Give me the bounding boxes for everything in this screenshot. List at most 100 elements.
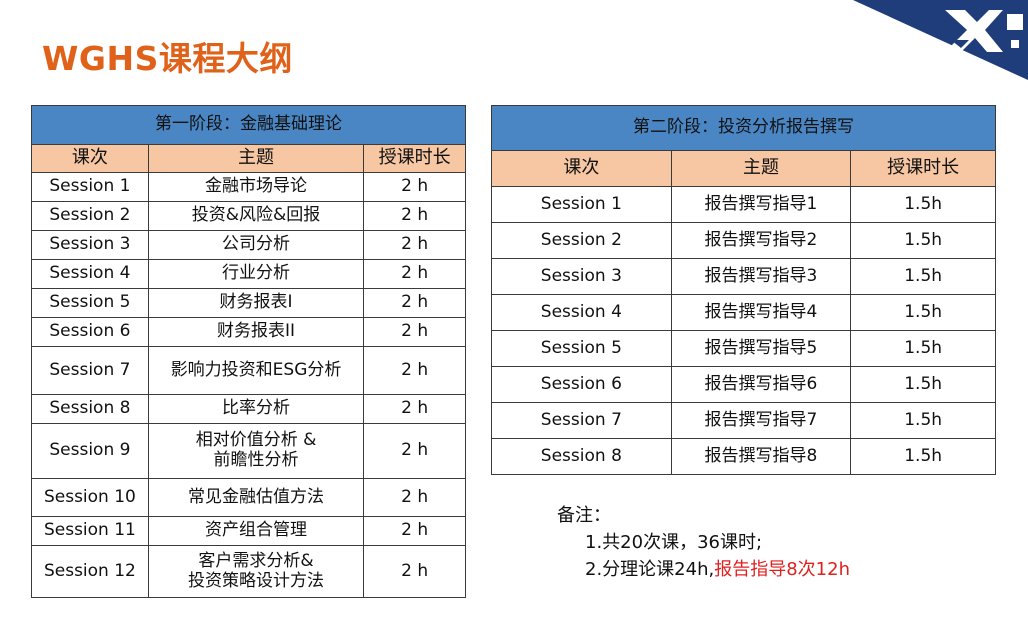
session-cell: Session 1 — [31, 172, 149, 202]
topic-line: 前瞻性分析 — [213, 450, 299, 470]
session-cell: Session 7 — [31, 346, 149, 395]
duration-cell: 2 h — [363, 259, 466, 289]
table-row: Session 7 影响力投资和ESG分析 2 h — [31, 346, 466, 395]
duration-cell: 1.5h — [850, 330, 996, 367]
topic-cell: 报告撰写指导4 — [670, 294, 852, 331]
notes-line-2: 2.分理论课24h,报告指导8次12h — [557, 556, 850, 583]
topic-cell: 财务报表II — [147, 317, 365, 347]
topic-cell: 比率分析 — [147, 394, 365, 424]
table-row: Session 5 报告撰写指导5 1.5h — [491, 330, 996, 367]
table-row: Session 8 比率分析 2 h — [31, 394, 466, 424]
table-row: Session 6 财务报表II 2 h — [31, 317, 466, 347]
table-row: Session 11 资产组合管理 2 h — [31, 516, 466, 546]
duration-cell: 2 h — [363, 230, 466, 260]
duration-cell: 1.5h — [850, 186, 996, 223]
duration-cell: 2 h — [363, 516, 466, 546]
duration-cell: 2 h — [363, 423, 466, 479]
topic-cell: 报告撰写指导5 — [670, 330, 852, 367]
duration-cell: 2 h — [363, 288, 466, 318]
duration-cell: 1.5h — [850, 402, 996, 439]
notes-line-2-highlight: 报告指导8次12h — [714, 559, 850, 580]
topic-cell: 报告撰写指导7 — [670, 402, 852, 439]
topic-line: 投资策略设计方法 — [188, 570, 325, 591]
column-header-duration: 授课时长 — [363, 144, 466, 173]
topic-cell: 资产组合管理 — [147, 516, 365, 546]
table-row: Session 6 报告撰写指导6 1.5h — [491, 366, 996, 403]
topic-line: 金融市场导论 — [205, 176, 308, 197]
topic-cell: 报告撰写指导8 — [670, 438, 852, 475]
table-row: Session 2 报告撰写指导2 1.5h — [491, 222, 996, 259]
session-cell: Session 3 — [31, 230, 149, 260]
topic-cell: 公司分析 — [147, 230, 365, 260]
notes-line-1: 1.共20次课，36课时; — [585, 532, 763, 553]
session-cell: Session 6 — [491, 366, 672, 403]
column-header-topic: 主题 — [147, 144, 365, 173]
topic-cell: 财务报表I — [147, 288, 365, 318]
session-cell: Session 2 — [31, 201, 149, 231]
brand-x-logo — [945, 10, 1023, 52]
column-header-duration: 授课时长 — [850, 150, 996, 187]
duration-cell: 1.5h — [850, 294, 996, 331]
session-cell: Session 12 — [31, 545, 149, 598]
topic-cell: 报告撰写指导3 — [670, 258, 852, 295]
table-row: Session 4 行业分析 2 h — [31, 259, 466, 289]
page-title: WGHS课程大纲 — [42, 39, 293, 78]
stage1-table: 第一阶段：金融基础理论 课次 主题 授课时长 Session 1 金融市场导论 2 … — [31, 105, 466, 598]
session-cell: Session 5 — [31, 288, 149, 318]
topic-cell: 金融市场导论 — [147, 172, 365, 202]
notes-label: 备注： — [557, 505, 611, 526]
topic-cell: 行业分析 — [147, 259, 365, 289]
topic-line: 行业分析 — [222, 263, 291, 284]
stage2-heading: 第二阶段：投资分析报告撰写 — [491, 105, 996, 151]
topic-line: 相对价值分析 & — [195, 430, 317, 451]
table-row: Session 4 报告撰写指导4 1.5h — [491, 294, 996, 331]
notes-line-2-text: 2.分理论课24h, — [585, 559, 715, 580]
session-cell: Session 7 — [491, 402, 672, 439]
duration-cell: 2 h — [363, 478, 466, 517]
table-row: Session 5 财务报表I 2 h — [31, 288, 466, 318]
notes-block: 备注： 1.共20次课，36课时; 2.分理论课24h,报告指导8次12h — [557, 502, 850, 583]
topic-line: 比率分析 — [222, 398, 291, 419]
topic-cell: 影响力投资和ESG分析 — [147, 346, 365, 395]
table-row: Session 10 常见金融估值方法 2 h — [31, 478, 466, 517]
duration-cell: 1.5h — [850, 366, 996, 403]
column-header-session: 课次 — [31, 144, 149, 173]
topic-cell: 报告撰写指导1 — [670, 186, 852, 223]
table-row: Session 2 投资&风险&回报 2 h — [31, 201, 466, 231]
duration-cell: 1.5h — [850, 438, 996, 475]
session-cell: Session 11 — [31, 516, 149, 546]
table-row: Session 3 报告撰写指导3 1.5h — [491, 258, 996, 295]
topic-line: 财务报表I — [219, 292, 293, 313]
table-row: Session 9 相对价值分析 & 前瞻性分析 2 h — [31, 423, 466, 479]
duration-cell: 2 h — [363, 172, 466, 202]
session-cell: Session 2 — [491, 222, 672, 259]
session-cell: Session 9 — [31, 423, 149, 479]
topic-line: 常见金融估值方法 — [188, 486, 325, 507]
session-cell: Session 8 — [31, 394, 149, 424]
topic-line: 影响力投资和ESG分析 — [170, 359, 342, 380]
session-cell: Session 10 — [31, 478, 149, 517]
duration-cell: 1.5h — [850, 222, 996, 259]
topic-line: 客户需求分析& — [198, 550, 314, 571]
stage1-heading: 第一阶段：金融基础理论 — [31, 105, 466, 145]
topic-cell: 客户需求分析& 投资策略设计方法 — [147, 545, 365, 598]
table-row: Session 1 报告撰写指导1 1.5h — [491, 186, 996, 223]
stage2-table: 第二阶段：投资分析报告撰写 课次 主题 授课时长 Session 1 报告撰写指导… — [491, 105, 996, 475]
duration-cell: 1.5h — [850, 258, 996, 295]
duration-cell: 2 h — [363, 545, 466, 598]
topic-line: 投资&风险&回报 — [191, 205, 321, 226]
topic-cell: 投资&风险&回报 — [147, 201, 365, 231]
session-cell: Session 4 — [491, 294, 672, 331]
session-cell: Session 8 — [491, 438, 672, 475]
topic-cell: 报告撰写指导6 — [670, 366, 852, 403]
table-row: Session 8 报告撰写指导8 1.5h — [491, 438, 996, 475]
duration-cell: 2 h — [363, 346, 466, 395]
duration-cell: 2 h — [363, 201, 466, 231]
session-cell: Session 3 — [491, 258, 672, 295]
session-cell: Session 5 — [491, 330, 672, 367]
session-cell: Session 6 — [31, 317, 149, 347]
duration-cell: 2 h — [363, 394, 466, 424]
table-row: Session 1 金融市场导论 2 h — [31, 172, 466, 202]
topic-cell: 报告撰写指导2 — [670, 222, 852, 259]
session-cell: Session 4 — [31, 259, 149, 289]
